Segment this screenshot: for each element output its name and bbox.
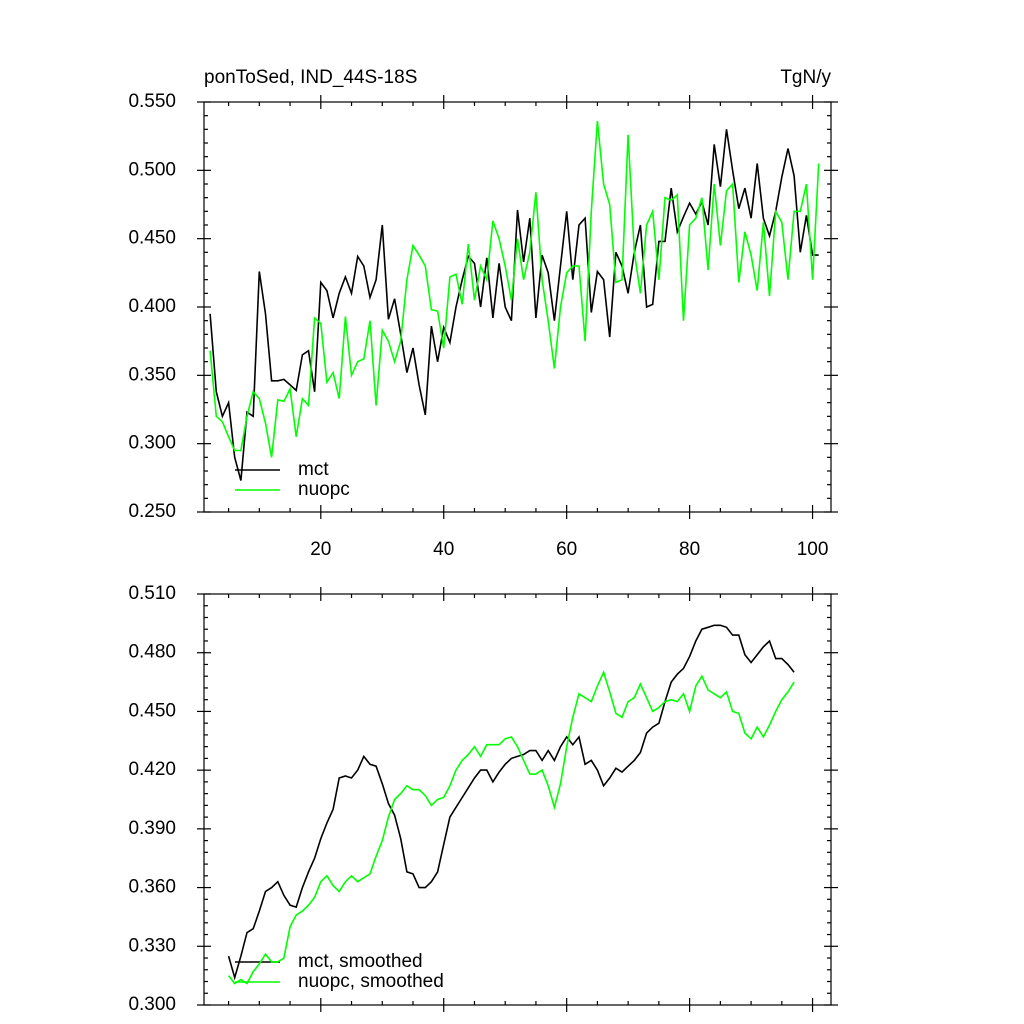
x-tick-label: 40	[433, 539, 454, 560]
y-tick-label: 0.500	[128, 159, 176, 180]
y-tick-label: 0.390	[128, 818, 176, 839]
legend-label: nuopc	[298, 479, 350, 500]
series-line	[209, 129, 819, 481]
plot-frame	[203, 101, 832, 513]
y-tick-label: 0.450	[128, 228, 176, 249]
series-line	[227, 670, 795, 985]
units-label: TgN/y	[780, 67, 831, 88]
y-tick-label: 0.350	[128, 364, 176, 385]
y-tick-label: 0.420	[128, 759, 176, 780]
y-tick-label: 0.550	[128, 91, 176, 112]
y-tick-label: 0.360	[128, 877, 176, 898]
y-tick-label: 0.480	[128, 642, 176, 663]
x-tick-label: 100	[797, 539, 829, 560]
y-tick-label: 0.450	[128, 700, 176, 721]
chart-title: ponToSed, IND_44S-18S	[204, 67, 417, 88]
series-line	[209, 121, 820, 458]
y-tick-label: 0.330	[128, 935, 176, 956]
plot-frame	[203, 593, 832, 1006]
y-tick-label: 0.250	[128, 501, 176, 522]
legend-label: nuopc, smoothed	[298, 971, 444, 992]
x-tick-label: 60	[556, 539, 577, 560]
y-tick-label: 0.510	[128, 583, 176, 604]
x-tick-label: 80	[679, 539, 700, 560]
y-tick-label: 0.400	[128, 296, 176, 317]
legend-label: mct	[298, 459, 329, 480]
y-tick-label: 0.300	[128, 433, 176, 454]
series-line	[227, 624, 795, 981]
y-tick-label: 0.300	[128, 994, 176, 1015]
legend-label: mct, smoothed	[298, 951, 423, 972]
x-tick-label: 20	[310, 539, 331, 560]
